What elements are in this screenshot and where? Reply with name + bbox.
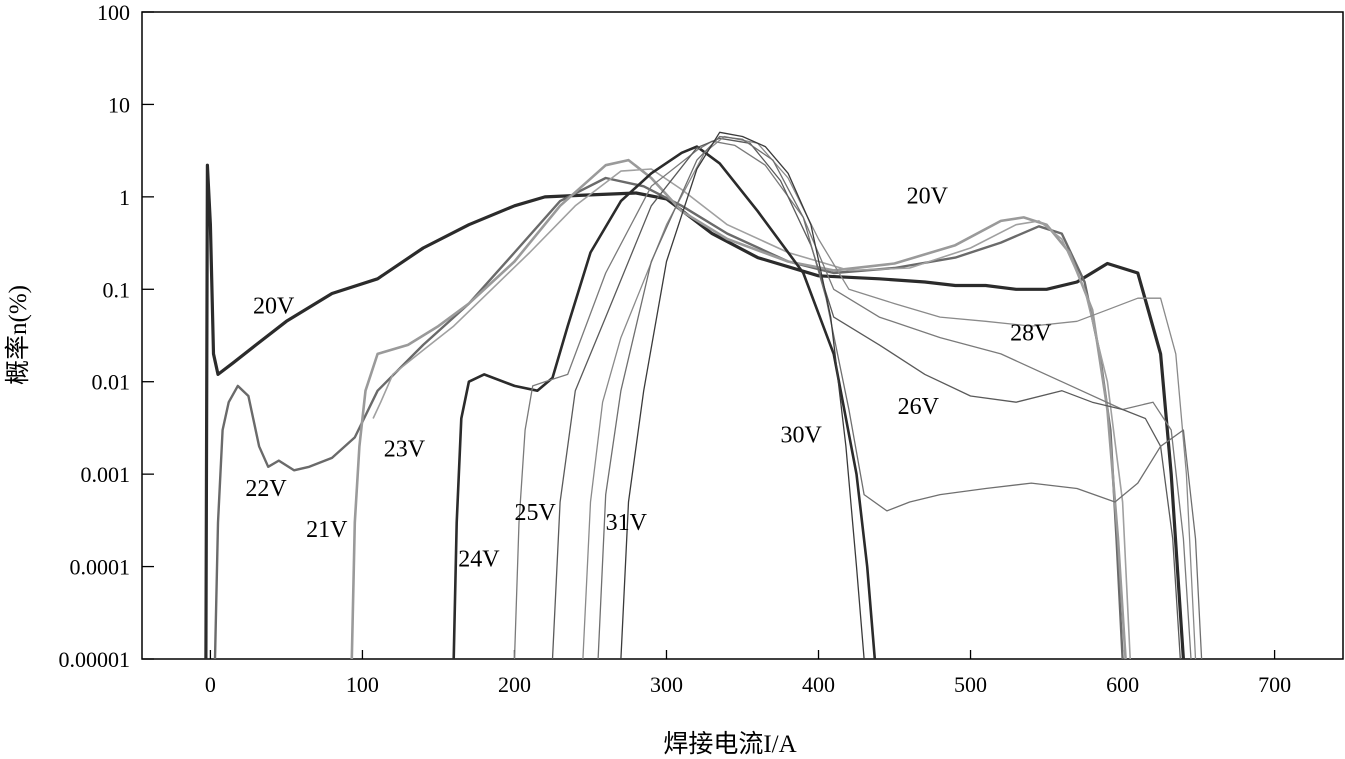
- series-line-25v: [513, 140, 1192, 660]
- series-annotation: 26V: [898, 394, 940, 420]
- series-annotation: 25V: [514, 500, 556, 526]
- y-axis: 0.00001 0.0001 0.001 0.01 0.1 1 10 100: [59, 0, 154, 672]
- series-annotation: 21V: [306, 517, 348, 543]
- series-annotation: 31V: [606, 510, 648, 536]
- x-tick-label: 100: [346, 672, 379, 697]
- x-axis: 0 100 200 300 400 500 600 700: [205, 650, 1291, 697]
- series-annotation: 23V: [384, 437, 426, 463]
- x-tick-label: 700: [1258, 672, 1291, 697]
- series-annotation: 20V: [907, 183, 949, 209]
- x-tick-label: 400: [802, 672, 835, 697]
- series-layer: [204, 131, 1203, 660]
- series-annotation: 24V: [458, 547, 500, 573]
- x-tick-label: 200: [498, 672, 531, 697]
- x-tick-label: 0: [205, 672, 216, 697]
- y-axis-title: 概率n(%): [4, 285, 32, 385]
- y-tick-label: 100: [97, 0, 130, 25]
- y-tick-label: 1: [119, 185, 130, 210]
- series-annotation: 22V: [245, 476, 287, 502]
- y-tick-label: 0.01: [92, 370, 131, 395]
- x-axis-title: 焊接电流I/A: [663, 730, 796, 758]
- series-line-26v: [551, 137, 1181, 660]
- series-annotation: 28V: [1010, 320, 1052, 346]
- x-tick-label: 300: [650, 672, 683, 697]
- series-line-23v: [372, 168, 1131, 660]
- series-line-30v: [597, 135, 1203, 660]
- series-line-21v: [350, 158, 1127, 660]
- y-tick-label: 0.1: [103, 277, 131, 302]
- x-tick-label: 500: [954, 672, 987, 697]
- y-tick-label: 0.001: [81, 462, 131, 487]
- plot-frame: [141, 11, 1344, 660]
- series-line-31v: [620, 131, 865, 660]
- series-line-22v: [213, 176, 1124, 660]
- y-tick-label: 0.0001: [70, 555, 131, 580]
- series-annotation: 30V: [781, 422, 823, 448]
- series-line-28v: [582, 135, 1197, 660]
- series-annotation: 20V: [253, 293, 295, 319]
- y-tick-label: 10: [108, 92, 130, 117]
- y-tick-label: 0.00001: [59, 647, 131, 672]
- x-tick-label: 600: [1106, 672, 1139, 697]
- series-line-24v: [452, 145, 877, 660]
- annotation-layer: 20V 20V 28V 26V 30V 23V 22V 25V 31V 21V 24V: [245, 183, 1052, 572]
